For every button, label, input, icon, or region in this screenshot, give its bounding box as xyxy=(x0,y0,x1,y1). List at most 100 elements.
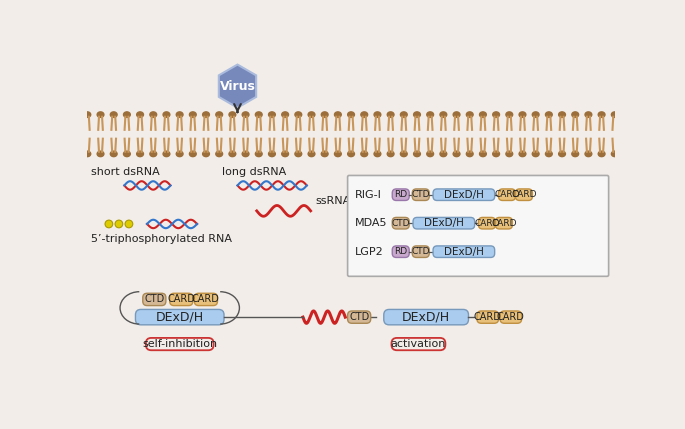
Ellipse shape xyxy=(545,151,552,157)
Ellipse shape xyxy=(190,112,196,118)
Ellipse shape xyxy=(269,112,275,118)
Ellipse shape xyxy=(137,112,143,118)
FancyBboxPatch shape xyxy=(479,218,495,229)
Ellipse shape xyxy=(334,151,341,157)
FancyBboxPatch shape xyxy=(412,246,429,257)
Ellipse shape xyxy=(440,112,447,118)
Ellipse shape xyxy=(84,112,90,118)
FancyBboxPatch shape xyxy=(413,218,475,229)
Text: RD: RD xyxy=(394,190,408,199)
Text: RIG-I: RIG-I xyxy=(356,190,382,200)
FancyBboxPatch shape xyxy=(495,218,512,229)
Ellipse shape xyxy=(493,112,499,118)
Ellipse shape xyxy=(440,151,447,157)
Ellipse shape xyxy=(493,151,499,157)
FancyBboxPatch shape xyxy=(347,311,371,323)
Ellipse shape xyxy=(374,151,381,157)
Ellipse shape xyxy=(559,112,565,118)
Ellipse shape xyxy=(427,151,434,157)
Ellipse shape xyxy=(163,151,170,157)
Ellipse shape xyxy=(612,151,618,157)
Text: CTD: CTD xyxy=(412,247,430,256)
Ellipse shape xyxy=(532,112,539,118)
Ellipse shape xyxy=(479,151,486,157)
Ellipse shape xyxy=(203,151,210,157)
Text: MDA5: MDA5 xyxy=(356,218,388,228)
FancyBboxPatch shape xyxy=(393,246,409,257)
Ellipse shape xyxy=(176,151,183,157)
Ellipse shape xyxy=(414,112,421,118)
FancyBboxPatch shape xyxy=(433,189,495,200)
Ellipse shape xyxy=(559,151,565,157)
Ellipse shape xyxy=(321,151,328,157)
Text: 5’-triphosphorylated RNA: 5’-triphosphorylated RNA xyxy=(91,233,232,244)
Ellipse shape xyxy=(401,112,407,118)
FancyBboxPatch shape xyxy=(499,189,515,200)
Ellipse shape xyxy=(229,112,236,118)
FancyBboxPatch shape xyxy=(384,309,469,325)
Ellipse shape xyxy=(269,151,275,157)
Text: CARD: CARD xyxy=(474,219,500,228)
Text: DExD/H: DExD/H xyxy=(155,311,204,323)
Ellipse shape xyxy=(229,151,236,157)
Text: CARD: CARD xyxy=(474,312,501,322)
FancyBboxPatch shape xyxy=(142,293,166,305)
Text: CARD: CARD xyxy=(167,294,195,305)
Ellipse shape xyxy=(190,151,196,157)
Ellipse shape xyxy=(123,112,130,118)
Ellipse shape xyxy=(519,112,526,118)
Ellipse shape xyxy=(545,112,552,118)
Text: DExD/H: DExD/H xyxy=(402,311,450,323)
Ellipse shape xyxy=(585,112,592,118)
Text: CARD: CARD xyxy=(192,294,220,305)
Ellipse shape xyxy=(216,112,223,118)
Ellipse shape xyxy=(453,112,460,118)
Ellipse shape xyxy=(163,112,170,118)
Text: CARD: CARD xyxy=(491,219,516,228)
Ellipse shape xyxy=(242,112,249,118)
Ellipse shape xyxy=(361,151,368,157)
Ellipse shape xyxy=(137,151,143,157)
Ellipse shape xyxy=(256,112,262,118)
FancyBboxPatch shape xyxy=(515,189,532,200)
Ellipse shape xyxy=(97,151,104,157)
FancyBboxPatch shape xyxy=(477,311,499,323)
Ellipse shape xyxy=(97,112,104,118)
Text: DExD/H: DExD/H xyxy=(424,218,464,228)
Text: CTD: CTD xyxy=(412,190,430,199)
Ellipse shape xyxy=(374,112,381,118)
Ellipse shape xyxy=(84,151,90,157)
Text: LGP2: LGP2 xyxy=(356,247,384,257)
Text: CTD: CTD xyxy=(145,294,164,305)
Ellipse shape xyxy=(125,220,133,228)
Text: long dsRNA: long dsRNA xyxy=(222,166,286,177)
Ellipse shape xyxy=(348,151,354,157)
FancyBboxPatch shape xyxy=(170,293,193,305)
Ellipse shape xyxy=(401,151,407,157)
Text: DExD/H: DExD/H xyxy=(444,247,484,257)
Text: CARD: CARD xyxy=(511,190,536,199)
Ellipse shape xyxy=(466,151,473,157)
Ellipse shape xyxy=(585,151,592,157)
Ellipse shape xyxy=(506,112,512,118)
Ellipse shape xyxy=(105,220,113,228)
Ellipse shape xyxy=(123,151,130,157)
FancyBboxPatch shape xyxy=(500,311,521,323)
Ellipse shape xyxy=(216,151,223,157)
Ellipse shape xyxy=(203,112,210,118)
Text: CARD: CARD xyxy=(497,312,525,322)
FancyBboxPatch shape xyxy=(393,189,409,200)
Ellipse shape xyxy=(466,112,473,118)
Ellipse shape xyxy=(506,151,512,157)
Text: DExD/H: DExD/H xyxy=(444,190,484,200)
Ellipse shape xyxy=(334,112,341,118)
FancyBboxPatch shape xyxy=(433,246,495,257)
Text: self-inhibition: self-inhibition xyxy=(142,339,217,349)
Text: short dsRNA: short dsRNA xyxy=(91,166,160,177)
Ellipse shape xyxy=(115,220,123,228)
Ellipse shape xyxy=(453,151,460,157)
Text: CARD: CARD xyxy=(495,190,520,199)
Ellipse shape xyxy=(572,151,579,157)
Ellipse shape xyxy=(150,112,157,118)
Ellipse shape xyxy=(110,151,117,157)
